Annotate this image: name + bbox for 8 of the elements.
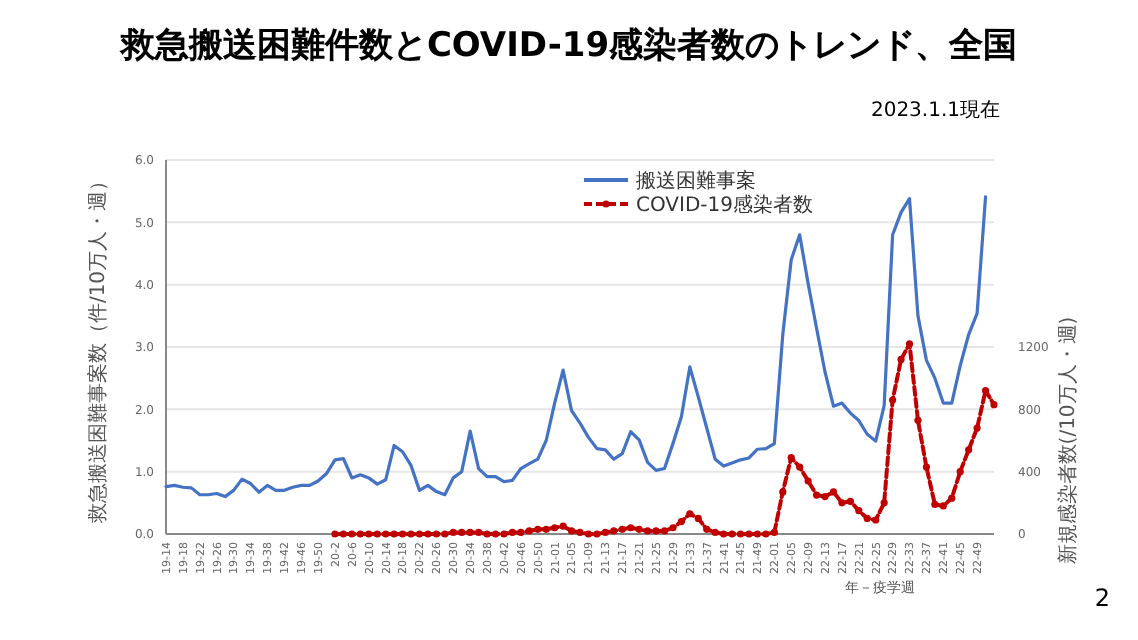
line-series <box>164 195 988 499</box>
legend-label: 搬送困難事案 <box>636 169 756 193</box>
y-axis-title: 救急搬送困難事案数（件/10万人・週） <box>86 170 110 526</box>
legend-label: COVID-19感染者数 <box>636 193 814 217</box>
text: 2 <box>1094 584 1110 612</box>
y2-axis-title: 新規感染者数(/10万人・週) <box>1056 316 1080 565</box>
chart-title: 救急搬送困難件数とCOVID-19感染者数のトレンド、全国 <box>118 26 1018 66</box>
text: 2023.1.1現在 <box>870 98 1000 122</box>
